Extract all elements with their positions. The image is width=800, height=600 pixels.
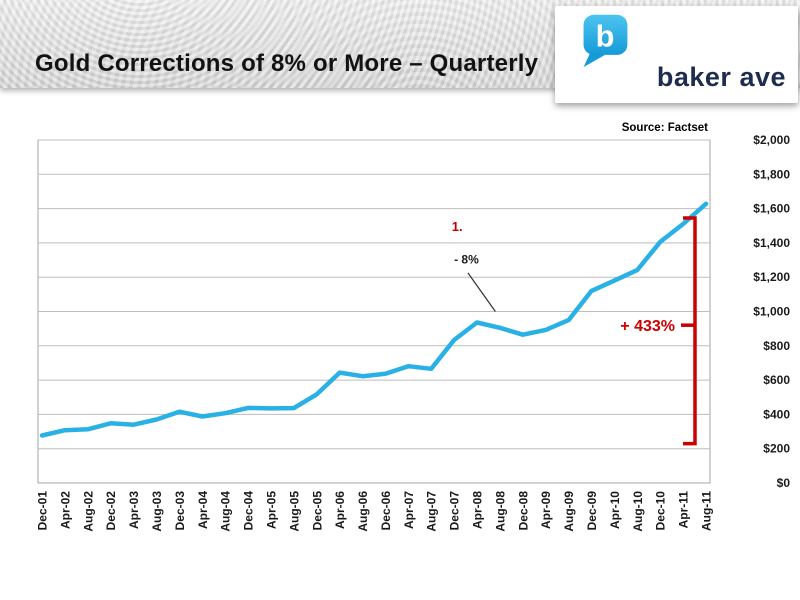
x-tick-label: Aug-07	[425, 491, 439, 532]
x-tick-label: Aug-05	[287, 491, 301, 532]
bakerave-logo-icon: b	[583, 14, 628, 68]
x-tick-label: Aug-11	[700, 491, 714, 531]
x-tick-label: Apr-06	[333, 491, 347, 529]
x-tick-label: Dec-10	[654, 491, 668, 531]
x-tick-label: Apr-10	[608, 491, 622, 529]
logo-letter: b	[596, 19, 615, 54]
source-label: Source: Factset	[622, 122, 708, 134]
y-tick-label: $0	[777, 476, 791, 490]
x-tick-label: Dec-03	[173, 491, 187, 531]
x-tick-label: Apr-02	[58, 491, 72, 529]
x-tick-label: Aug-03	[150, 491, 164, 532]
dip-pointer-line	[467, 272, 496, 312]
y-tick-label: $1,200	[753, 270, 790, 284]
x-tick-label: Apr-03	[127, 491, 141, 529]
x-tick-label: Dec-06	[379, 491, 393, 531]
dip-label: - 8%	[454, 253, 479, 267]
x-tick-label: Aug-10	[631, 491, 645, 532]
y-tick-label: $800	[763, 339, 790, 353]
gain-label: + 433%	[620, 318, 675, 335]
speech-bubble-tail	[583, 53, 605, 68]
x-tick-label: Apr-11	[677, 491, 691, 529]
x-tick-label: Dec-02	[104, 491, 118, 531]
x-tick-label: Apr-04	[196, 491, 210, 529]
y-tick-label: $2,000	[753, 133, 790, 147]
x-tick-label: Aug-02	[81, 491, 95, 532]
x-tick-label: Dec-04	[242, 491, 256, 531]
x-tick-label: Aug-04	[219, 491, 233, 532]
x-tick-label: Aug-06	[356, 491, 370, 532]
y-tick-label: $1,400	[753, 236, 790, 250]
y-tick-label: $600	[763, 373, 790, 387]
x-tick-label: Dec-01	[36, 491, 50, 531]
correction-marker: 1.	[452, 219, 463, 234]
y-tick-label: $1,600	[753, 202, 790, 216]
logo-panel: b baker ave	[555, 6, 798, 103]
x-tick-label: Apr-09	[539, 491, 553, 529]
x-tick-label: Dec-08	[516, 491, 530, 531]
y-tick-label: $400	[763, 407, 790, 421]
x-tick-label: Apr-07	[402, 491, 416, 529]
gold-price-line	[39, 201, 709, 438]
y-tick-label: $200	[763, 442, 790, 456]
x-tick-label: Dec-09	[585, 491, 599, 531]
page-title: Gold Corrections of 8% or More – Quarter…	[35, 50, 539, 77]
x-tick-label: Apr-08	[471, 491, 485, 529]
x-tick-label: Aug-08	[493, 491, 507, 532]
speech-bubble-shape	[583, 14, 628, 55]
x-tick-label: Apr-05	[265, 491, 279, 529]
x-tick-label: Dec-05	[310, 491, 324, 531]
y-tick-label: $1,800	[753, 167, 790, 181]
x-tick-label: Aug-09	[562, 491, 576, 532]
brand-name: baker ave	[656, 62, 786, 92]
y-tick-label: $1,000	[753, 305, 790, 319]
gain-bracket	[683, 216, 697, 446]
x-tick-label: Dec-07	[448, 491, 462, 531]
